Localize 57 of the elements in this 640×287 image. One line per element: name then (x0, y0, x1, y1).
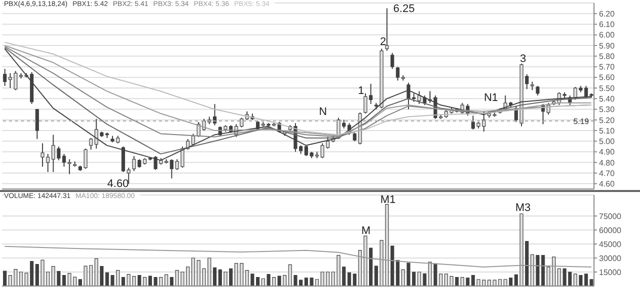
candlestick (304, 144, 308, 157)
y-tick-label: 60000 (599, 226, 622, 235)
annotation: M3 (515, 202, 531, 214)
bar (396, 260, 400, 286)
annotation: N (319, 106, 327, 118)
y-tick-label: 5.10 (599, 126, 616, 136)
y-tick-label: 4.70 (599, 168, 616, 178)
bar (142, 277, 147, 286)
y-tick-label: 45000 (599, 240, 622, 249)
bar (121, 277, 126, 286)
y-tick-label: 4.80 (599, 158, 616, 168)
bar (256, 277, 260, 286)
y-tick-label: 5.20 (599, 116, 616, 125)
y-tick-label: 4.60 (599, 180, 616, 189)
y-tick-label: 5.50 (599, 84, 616, 93)
bar (460, 277, 464, 286)
annotation: M1 (380, 194, 396, 206)
y-tick-label: 30000 (599, 254, 622, 263)
bar (578, 275, 582, 286)
annotation: 6.25 (393, 3, 415, 15)
bar (164, 274, 168, 286)
bar (487, 280, 492, 286)
annotation: 3 (520, 53, 526, 65)
candlestick (3, 68, 7, 86)
candlestick (536, 85, 540, 96)
candlestick (390, 52, 394, 70)
bar (100, 266, 104, 286)
bar (282, 275, 286, 286)
bar (3, 270, 7, 286)
y-tick-label: 5.30 (599, 105, 616, 114)
annotation: 2 (380, 36, 386, 48)
y-tick-label: 5.70 (599, 62, 616, 72)
bar (30, 261, 34, 286)
annotation: M (361, 225, 371, 237)
annotation: 1 (358, 85, 364, 97)
line-series (4, 246, 592, 268)
bar (304, 278, 308, 286)
bar (8, 275, 12, 286)
annotation: N1 (484, 92, 498, 104)
bar (212, 267, 217, 286)
candlestick (35, 108, 39, 140)
y-tick-label: 15000 (599, 268, 622, 277)
y-tick-label: 5.40 (599, 94, 616, 104)
ref-line-label: 5.19 (573, 116, 590, 126)
y-tick-label: 5.80 (599, 52, 616, 61)
y-tick-label: 4.90 (599, 148, 616, 157)
y-tick-label: 6.00 (599, 30, 616, 40)
y-tick-label: 75000 (599, 212, 622, 221)
annotation: 4.60 (107, 178, 129, 190)
y-tick-label: 5.90 (599, 41, 616, 50)
y-tick-label: 5.00 (599, 137, 616, 146)
y-tick-label: 6.20 (599, 9, 616, 18)
bar (347, 272, 352, 286)
bar (508, 278, 513, 286)
y-tick-label: 5.60 (599, 73, 616, 82)
candlestick (396, 66, 400, 82)
y-tick-label: 6.10 (599, 20, 616, 30)
